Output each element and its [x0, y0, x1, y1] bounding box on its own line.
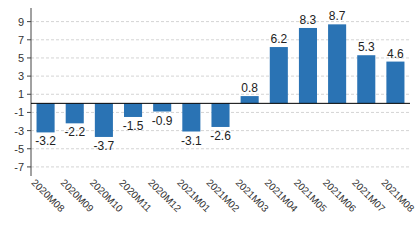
y-axis: [31, 8, 32, 176]
category-label: 2021M08: [379, 177, 416, 215]
bar: [386, 62, 404, 104]
data-label: 8.7: [329, 9, 346, 23]
data-label: 0.8: [241, 81, 258, 95]
tick-label: 5: [18, 52, 24, 64]
data-label: -1.5: [123, 119, 144, 133]
tick-label: -5: [14, 143, 24, 155]
tick-mark: [27, 57, 31, 58]
grid-line: [31, 94, 410, 95]
tick-label: -1: [14, 106, 24, 118]
bar: [37, 103, 55, 132]
bar: [153, 103, 171, 111]
data-label: 8.3: [300, 13, 317, 27]
grid-line: [31, 39, 410, 40]
tick-mark: [27, 76, 31, 77]
data-label: -3.1: [181, 134, 202, 148]
data-label: -3.2: [35, 134, 56, 148]
grid-line: [31, 57, 410, 58]
data-label: -3.7: [94, 139, 115, 153]
data-label: -2.2: [64, 125, 85, 139]
chart-container: -7 -5 -3 -1 1 3 5 7 9 -3.2 -2.2 -3.7 -1.5 -0.9 -3.1 -2.…: [0, 0, 416, 227]
data-label: 6.2: [270, 32, 287, 46]
tick-label: 9: [18, 16, 24, 28]
grid-line: [31, 166, 410, 167]
bar: [270, 47, 288, 103]
zero-line: [31, 103, 410, 104]
bar: [95, 103, 113, 137]
tick-mark: [27, 94, 31, 95]
grid-line: [31, 21, 410, 22]
tick-mark: [27, 130, 31, 131]
grid-line: [31, 76, 410, 77]
data-label: 4.6: [387, 47, 404, 61]
bar: [66, 103, 84, 123]
tick-label: 7: [18, 34, 24, 46]
bar: [124, 103, 142, 117]
data-label: -0.9: [152, 114, 173, 128]
bar: [299, 28, 317, 103]
tick-label: 3: [18, 70, 24, 82]
tick-mark: [27, 39, 31, 40]
bar: [328, 24, 346, 103]
tick-label: -7: [14, 161, 24, 173]
tick-mark: [27, 148, 31, 149]
tick-mark: [27, 166, 31, 167]
bars: [37, 24, 405, 137]
bar: [241, 96, 259, 103]
bar: [182, 103, 200, 131]
tick-label: 1: [18, 88, 24, 100]
grid-line: [31, 148, 410, 149]
tick-mark: [27, 112, 31, 113]
tick-mark: [27, 21, 31, 22]
bar: [357, 55, 375, 103]
chart-svg: -7 -5 -3 -1 1 3 5 7 9 -3.2 -2.2 -3.7 -1.5 -0.9 -3.1 -2.…: [0, 0, 416, 227]
tick-label: -3: [14, 125, 24, 137]
bar: [211, 103, 229, 127]
data-label: -2.6: [210, 129, 231, 143]
data-label: 5.3: [358, 40, 375, 54]
